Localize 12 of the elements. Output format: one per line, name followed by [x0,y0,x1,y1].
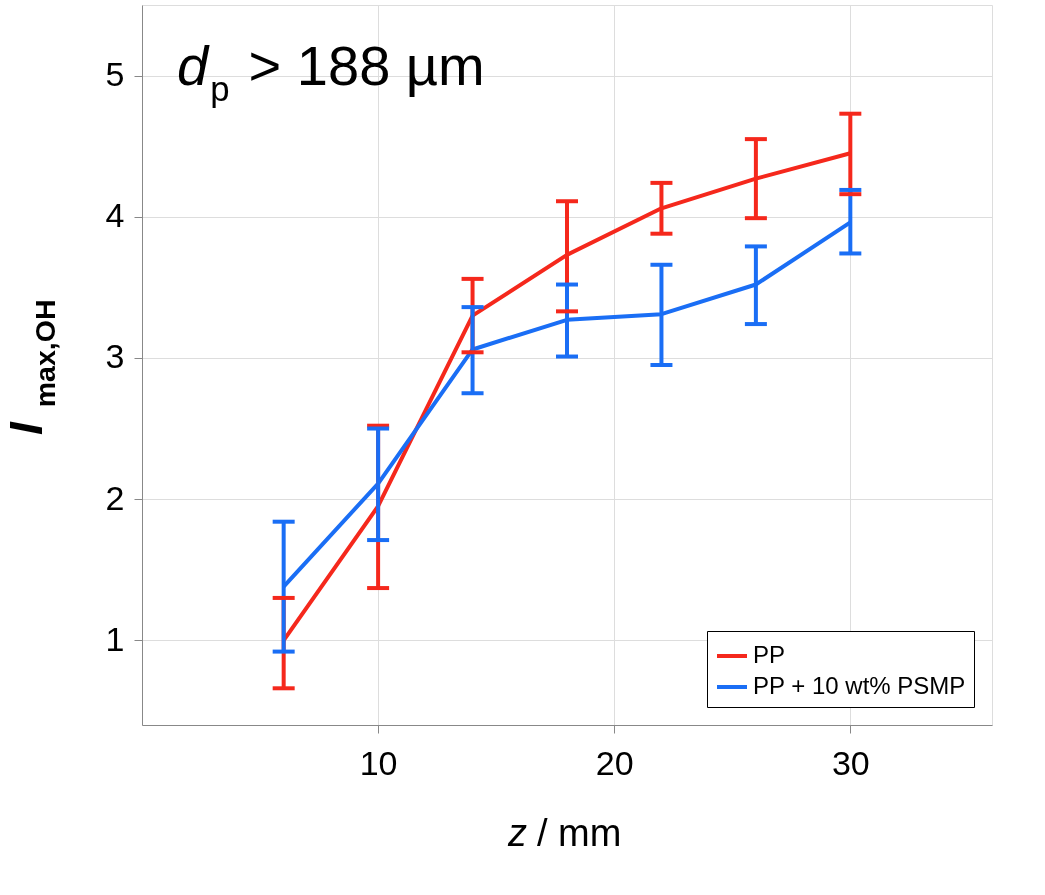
y-tick-label: 3 [105,337,125,376]
x-axis-title: z / mm [507,812,622,854]
legend-label: PP [753,641,786,668]
y-tick-label: 2 [105,478,125,517]
x-tick-label: 10 [359,743,398,782]
x-tick-label: 20 [595,743,634,782]
y-tick-label: 1 [105,619,125,658]
legend-label: PP + 10 wt% PSMP [753,672,966,699]
y-axis-title: Imax,OH [0,299,61,435]
y-tick-label: 5 [105,55,125,94]
x-tick-label: 30 [831,743,870,782]
y-tick-label: 4 [105,196,125,235]
